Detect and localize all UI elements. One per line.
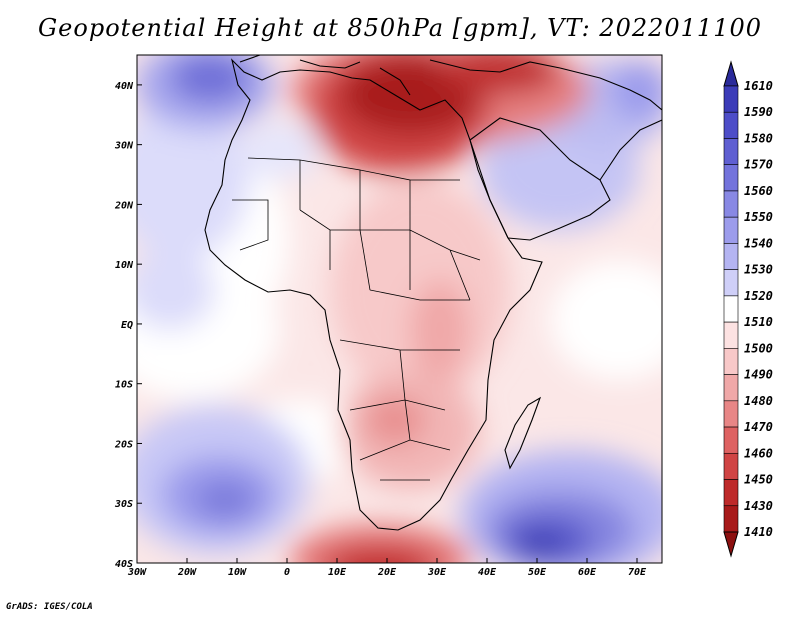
madagascar [504, 396, 542, 470]
lat-tick-label: 20N [114, 200, 134, 211]
lat-tick-label: 30N [114, 141, 134, 152]
lat-tick-label: 30S [114, 499, 133, 510]
colorbar-swatch [723, 348, 739, 375]
colorbar-swatch [723, 505, 739, 533]
colorbar-label: 1480 [744, 394, 773, 408]
lon-tick-label: 0 [284, 567, 290, 578]
colorbar-swatch [723, 216, 739, 244]
colorbar-top-arrow [723, 60, 739, 87]
colorbar-swatch [723, 321, 739, 349]
colorbar-label: 1470 [744, 420, 773, 434]
lon-tick-label: 50E [528, 567, 547, 578]
colorbar-swatch [723, 243, 739, 270]
colorbar-label: 1510 [744, 315, 773, 329]
colorbar-label: 1590 [744, 105, 773, 119]
lat-tick-label: EQ [121, 320, 133, 331]
colorbar-swatch [723, 400, 739, 428]
lon-tick-label: 70E [628, 567, 647, 578]
lon-tick-label: 30E [427, 567, 447, 578]
lat-tick-label: 10S [115, 380, 133, 391]
colorbar-swatch [723, 85, 739, 113]
lat-tick-label: 20S [114, 439, 133, 450]
europe-coast [239, 55, 561, 96]
lat-axis: 40N 30N 20N 10N EQ 10S 20S 30S 40S [114, 81, 142, 570]
colorbar-label: 1530 [744, 263, 773, 277]
colorbar-swatch [723, 138, 739, 166]
colorbar-label: 1460 [744, 446, 773, 460]
colorbar-label: 1540 [744, 236, 773, 250]
lon-tick-label: 40E [478, 567, 497, 578]
colorbar: 1610 1590 1580 1570 1560 1550 1540 1530 1520 1510… [723, 60, 773, 558]
colorbar-swatch [723, 111, 739, 139]
colorbar-swatch [723, 452, 739, 480]
lon-tick-label: 10E [328, 567, 347, 578]
colorbar-label: 1520 [744, 289, 773, 303]
colorbar-swatch [723, 374, 739, 402]
lon-tick-label: 60E [578, 567, 597, 578]
map-frame [136, 54, 663, 564]
lon-axis: 30W 20W 10W 0 10E 20E 30E 40E 50E 60E 70E [127, 558, 647, 578]
lon-tick-label: 10W [228, 567, 247, 578]
colorbar-label: 1570 [744, 158, 773, 172]
colorbar-label: 1560 [744, 184, 773, 198]
lon-tick-label: 20W [177, 567, 197, 578]
lat-tick-label: 40S [115, 559, 133, 570]
asia-coast [559, 67, 662, 181]
colorbar-swatch [723, 190, 739, 218]
coastlines [204, 55, 662, 531]
colorbar-label: 1410 [744, 525, 773, 539]
colorbar-swatch [723, 426, 739, 454]
lon-tick-label: 30W [127, 567, 147, 578]
colorbar-label: 1550 [744, 210, 773, 224]
colorbar-label: 1490 [744, 368, 773, 382]
colorbar-swatch [723, 479, 739, 507]
colorbar-label: 1610 [744, 79, 773, 93]
colorbar-label: 1580 [744, 131, 773, 145]
colorbar-label: 1450 [744, 473, 773, 487]
arabia [469, 117, 611, 241]
colorbar-swatch [723, 295, 739, 323]
lat-tick-label: 10N [115, 260, 134, 271]
chart-title: Geopotential Height at 850hPa [gpm], VT:… [38, 14, 762, 42]
colorbar-bottom-arrow [723, 531, 739, 558]
colorbar-swatch [723, 164, 739, 192]
colorbar-swatch [723, 269, 739, 297]
height-field [137, 55, 662, 563]
grads-footer: GrADS: IGES/COLA [6, 602, 93, 612]
colorbar-label: 1500 [744, 341, 773, 355]
lat-tick-label: 40N [115, 81, 134, 92]
colorbar-label: 1430 [744, 499, 773, 513]
lon-tick-label: 20E [377, 567, 397, 578]
africa-coastline [204, 58, 543, 531]
